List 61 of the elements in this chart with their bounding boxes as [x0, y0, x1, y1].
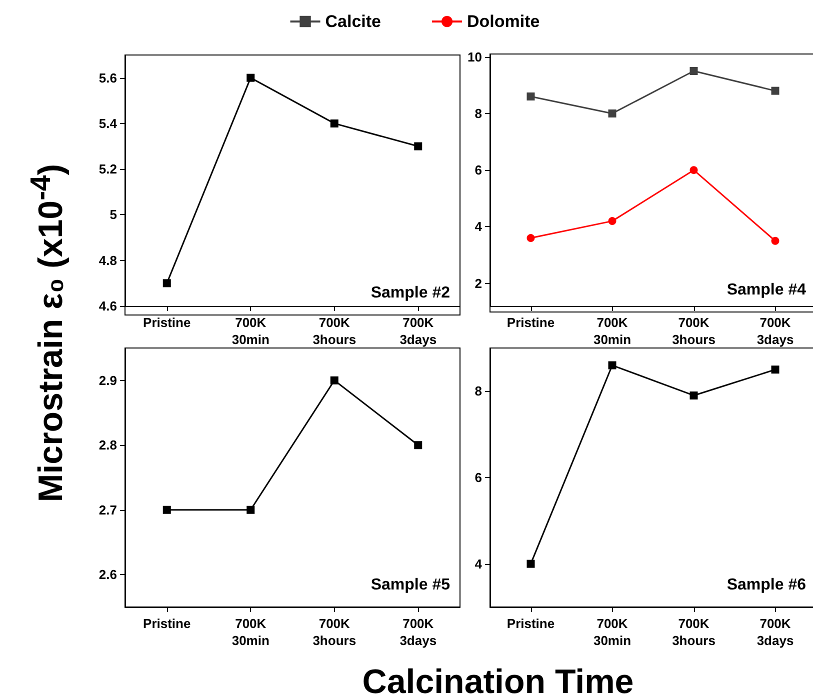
point	[526, 92, 535, 100]
annotation: Sample #6	[726, 576, 806, 594]
y-tick-label: 4	[474, 556, 483, 572]
x-tick-label: 700K 3days	[400, 315, 437, 347]
y-tick-label: 2.9	[98, 372, 117, 388]
y-tick-label: 6	[474, 470, 482, 485]
y-tick-label: 4.8	[98, 252, 117, 268]
annotation: Sample #5	[370, 576, 450, 594]
point	[608, 361, 616, 370]
x-tick-label: Pristine	[506, 616, 555, 631]
x-tick-label: Pristine	[506, 315, 555, 330]
point	[771, 366, 780, 374]
y-tick-label: 4.6	[98, 298, 117, 314]
point	[608, 109, 616, 118]
x-tick-label: 700K 3hours	[672, 616, 716, 648]
point	[690, 166, 698, 174]
point	[246, 506, 255, 514]
annotation: Sample #4	[726, 282, 806, 298]
x-tick-label: 700K 3days	[756, 616, 794, 648]
y-tick-label: 4	[474, 219, 483, 234]
x-tick-label: 700K 30min	[232, 616, 270, 648]
point	[330, 376, 338, 384]
point	[608, 217, 616, 226]
y-tick-label: 5.2	[98, 162, 117, 177]
point	[330, 119, 338, 128]
x-tick-label: 700K 30min	[593, 616, 632, 648]
x-tick-label: Pristine	[143, 616, 191, 631]
point	[162, 279, 171, 288]
y-tick-label: 2.7	[98, 502, 117, 518]
x-tick-label: 700K 3hours	[312, 315, 356, 347]
point	[771, 236, 780, 245]
x-axis-title: Calcination Time	[362, 663, 634, 699]
y-tick-label: 2.8	[98, 438, 117, 453]
point	[690, 391, 698, 400]
x-tick-label: 700K 3hours	[312, 616, 356, 648]
point	[246, 74, 255, 82]
annotation: Sample #2	[370, 284, 450, 302]
x-tick-label: 700K 30min	[593, 315, 632, 347]
x-tick-label: Pristine	[143, 315, 191, 330]
y-tick-label: 10	[468, 49, 482, 64]
point	[414, 142, 422, 150]
point	[414, 441, 422, 450]
x-tick-label: 700K 3days	[756, 315, 794, 347]
y-tick-label: 5	[110, 207, 117, 222]
y-tick-label: 5.4	[98, 116, 118, 131]
point	[526, 560, 535, 568]
y-tick-label: 8	[474, 106, 482, 121]
point	[162, 506, 171, 514]
point	[690, 66, 698, 75]
point	[526, 234, 535, 242]
y-tick-label: 5.6	[98, 70, 117, 86]
legend-label: Calcite	[325, 12, 382, 31]
x-tick-label: 700K 3hours	[672, 315, 716, 347]
y-tick-label: 2.6	[98, 567, 117, 582]
y-tick-label: 8	[474, 384, 482, 399]
x-tick-label: 700K 30min	[232, 315, 270, 347]
x-tick-label: 700K 3days	[400, 616, 437, 648]
y-tick-label: 2	[474, 276, 482, 291]
legend-label: Dolomite	[467, 12, 540, 31]
y-tick-label: 6	[474, 162, 482, 178]
point	[771, 86, 780, 95]
